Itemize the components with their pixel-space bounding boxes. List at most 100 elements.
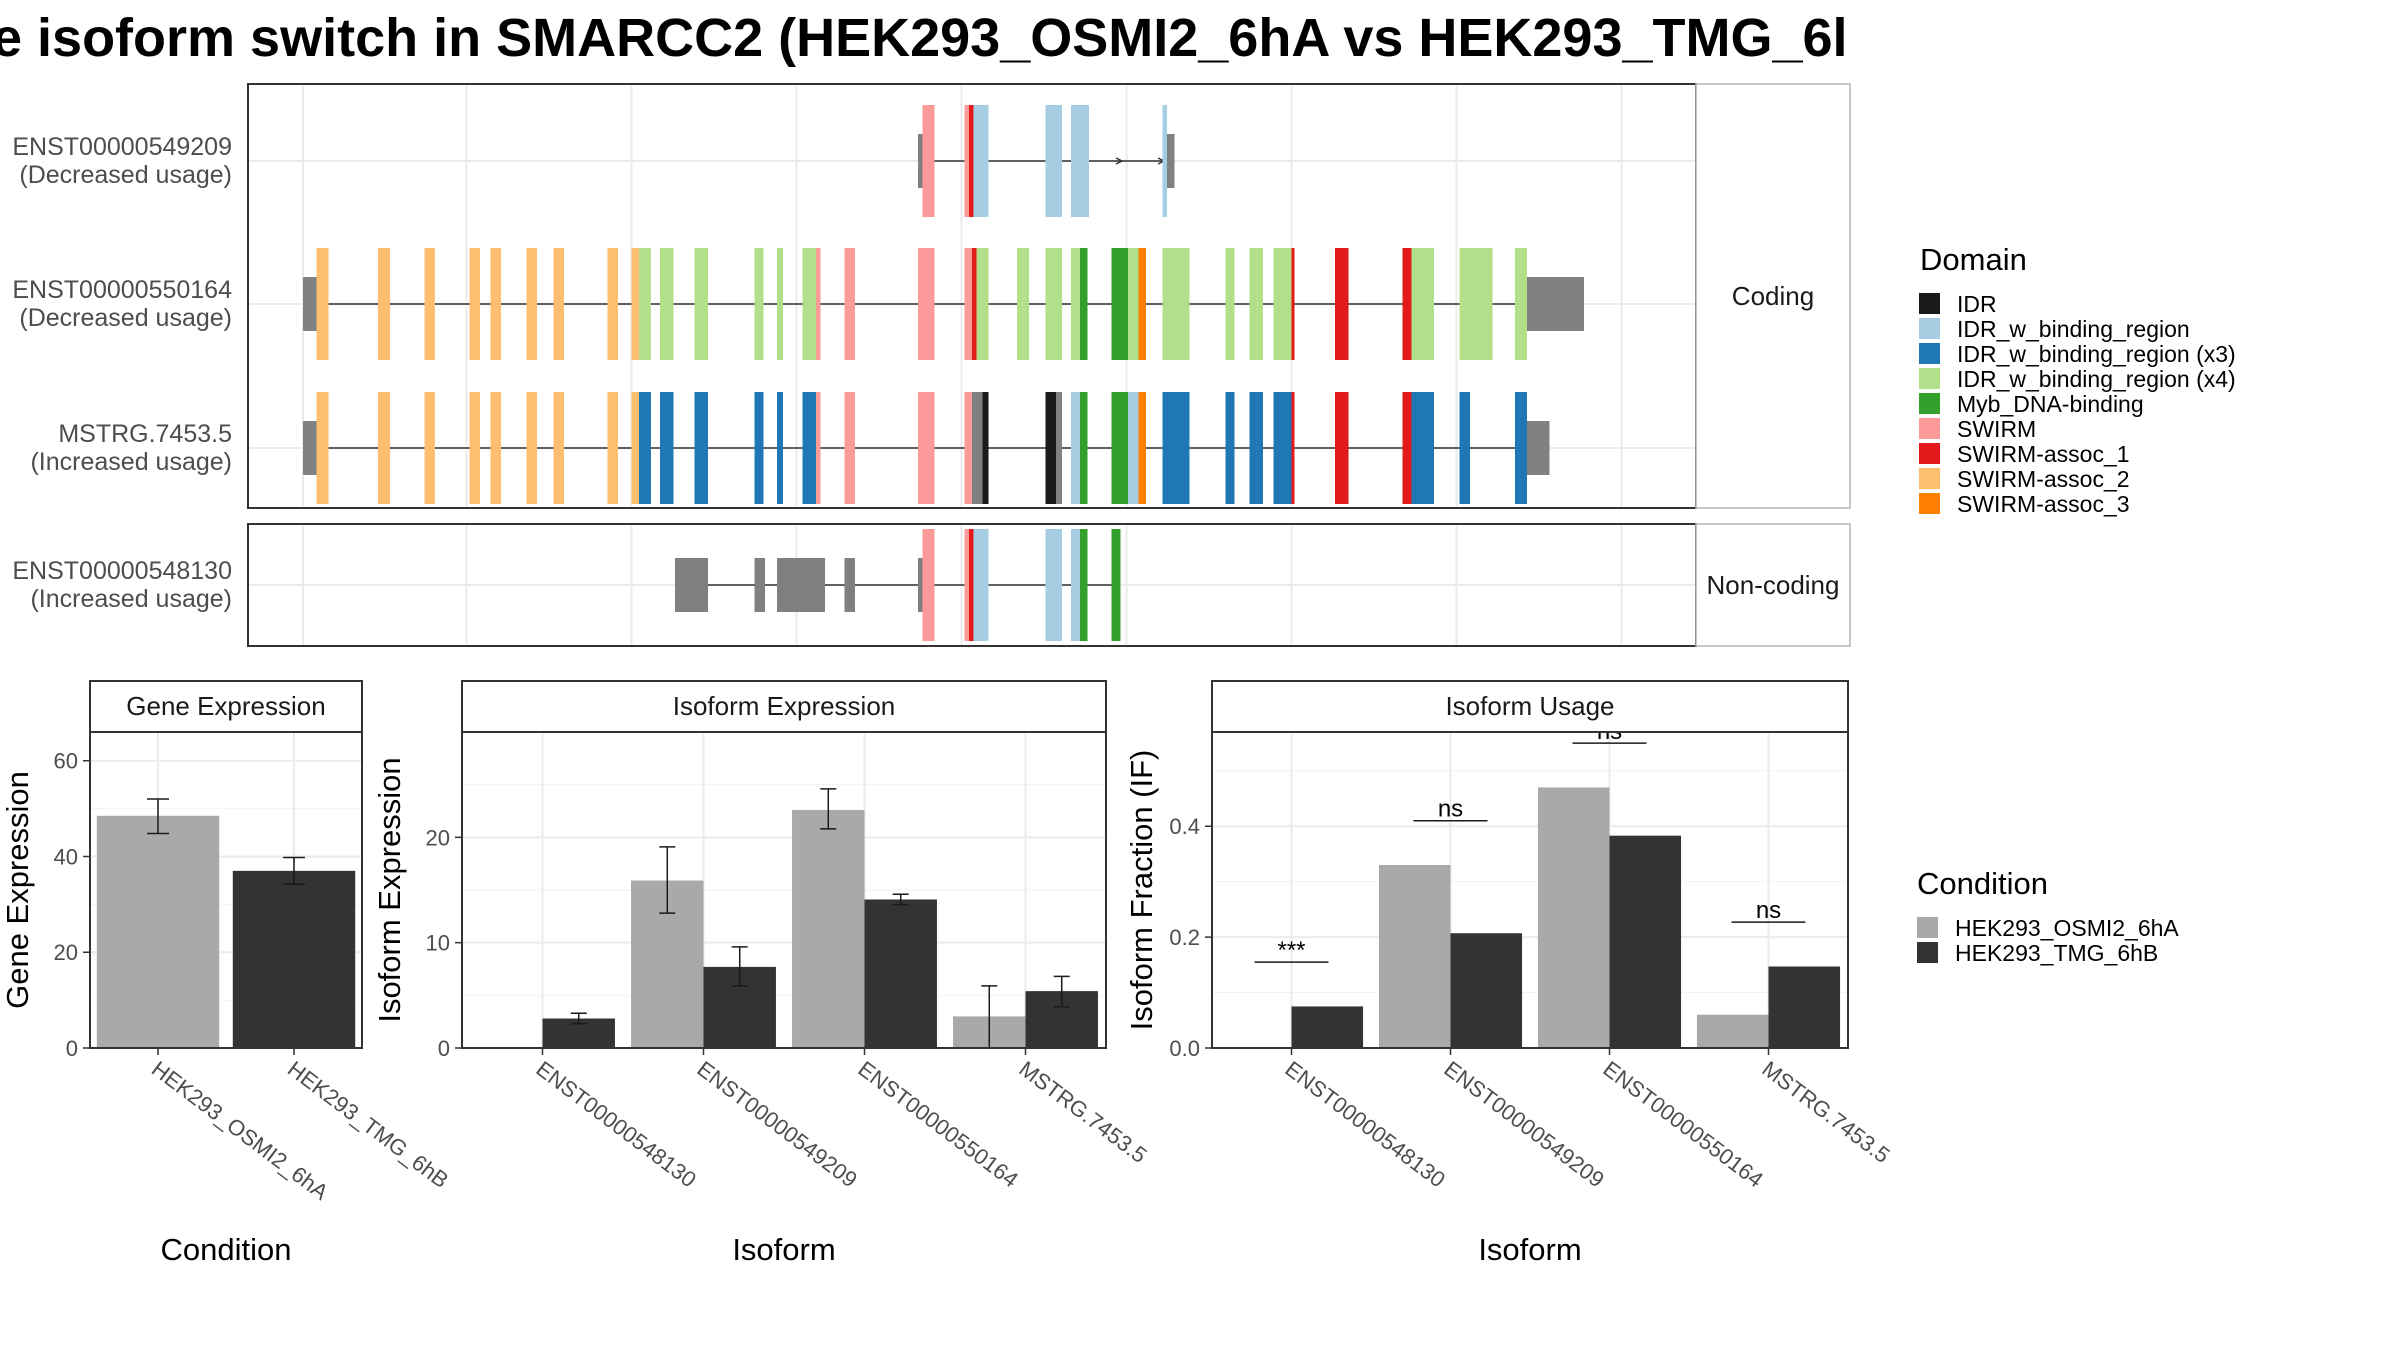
transcript-structure-panel: ENST00000549209(Decreased usage) ENST0000…	[12, 83, 1851, 647]
exon-swirm-assoc-2	[526, 392, 537, 504]
exon-idr-w-binding-region-x4-	[660, 248, 674, 360]
exon-swirm-assoc-2	[631, 248, 639, 360]
domain-legend-item: SWIRM-assoc_3	[1957, 491, 2130, 517]
domain-legend-item: IDR	[1957, 291, 1997, 317]
exon-idr-w-binding-region-x4-	[1128, 248, 1139, 360]
domain-legend-item: IDR_w_binding_region	[1957, 316, 2190, 342]
transcript-id-label: ENST00000550164	[12, 276, 232, 304]
legend-swatch	[1919, 368, 1940, 389]
transcript-ENST00000550164: ENST00000550164(Decreased usage)	[12, 248, 1584, 360]
exon-swirm-assoc-2	[631, 392, 639, 504]
exon-swirm-assoc-2	[607, 248, 618, 360]
exon-idr-w-binding-region-x4-	[1411, 248, 1434, 360]
exon-swirm-assoc-1	[972, 248, 977, 360]
exon-swirm-assoc-2	[316, 392, 329, 504]
x-axis-title: Condition	[161, 1232, 292, 1267]
significance-label: ns	[1438, 796, 1463, 823]
bar	[1537, 787, 1610, 1048]
y-axis-title: Isoform Fraction (IF)	[1124, 750, 1159, 1031]
exon-none	[1167, 134, 1175, 188]
exon-idr-w-binding-region-x3-	[694, 392, 708, 504]
exon-idr-w-binding-region-x3-	[802, 392, 816, 504]
exon-swirm	[844, 392, 855, 504]
exon-swirm-assoc-1	[1335, 248, 1349, 360]
y-tick-label: 0.0	[1169, 1036, 1200, 1061]
exon-swirm-assoc-3	[1138, 248, 1146, 360]
bar	[1378, 865, 1451, 1048]
strip-box	[1211, 680, 1849, 733]
legend-swatch	[1919, 343, 1940, 364]
exon-idr-w-binding-region-x4-	[1017, 248, 1029, 360]
exon-idr-w-binding-region	[1162, 105, 1167, 217]
plot-background	[1212, 732, 1848, 1048]
exon-swirm-assoc-2	[553, 392, 564, 504]
x-tick-label: ENST00000548130	[531, 1056, 700, 1192]
exon-none	[972, 392, 983, 504]
x-tick-label: MSTRG.7453.5	[1014, 1056, 1151, 1168]
exon-idr-w-binding-region-x4-	[694, 248, 708, 360]
condition-legend-title: Condition	[1917, 866, 2048, 901]
exon-idr-w-binding-region	[973, 105, 989, 217]
exon-swirm-assoc-1	[1402, 392, 1412, 504]
condition-legend-item: HEK293_OSMI2_6hA	[1955, 915, 2179, 941]
exon-swirm-assoc-2	[526, 248, 537, 360]
exon-swirm	[918, 392, 935, 504]
strip-box	[461, 680, 1107, 733]
exon-idr-w-binding-region	[1045, 105, 1062, 217]
exon-myb-dna-binding	[1111, 392, 1128, 504]
exon-myb-dna-binding	[1080, 529, 1088, 641]
exon-none	[1056, 392, 1062, 504]
bar	[1696, 1014, 1769, 1048]
exon-swirm-assoc-1	[1291, 248, 1295, 360]
transcript-id-label: MSTRG.7453.5	[58, 420, 232, 448]
bar	[232, 870, 356, 1048]
condition-legend-item: HEK293_TMG_6hB	[1955, 940, 2158, 966]
exon-swirm-assoc-2	[490, 248, 501, 360]
domain-legend-item: Myb_DNA-binding	[1957, 391, 2144, 417]
exon-none	[754, 558, 765, 612]
exon-swirm-assoc-2	[607, 392, 618, 504]
x-axis-title: Isoform	[732, 1232, 835, 1267]
y-tick-label: 20	[54, 940, 78, 965]
legend-swatch	[1919, 393, 1940, 414]
y-tick-label: 40	[54, 844, 78, 869]
transcript-id-label: ENST00000549209	[12, 133, 232, 161]
domain-legend-item: SWIRM-assoc_1	[1957, 441, 2130, 467]
exon-idr-w-binding-region-x3-	[754, 392, 764, 504]
legend-swatch	[1919, 293, 1940, 314]
exon-swirm-assoc-1	[969, 105, 974, 217]
exon-idr-w-binding-region-x3-	[1459, 392, 1470, 504]
exon-idr-w-binding-region-x4-	[1459, 248, 1493, 360]
exon-none	[844, 558, 855, 612]
transcript-usage-label: (Decreased usage)	[19, 161, 232, 189]
bar	[1291, 1006, 1364, 1048]
y-tick-label: 10	[426, 931, 450, 956]
exon-swirm	[964, 105, 972, 217]
exon-none	[777, 558, 825, 612]
y-tick-label: 0	[66, 1036, 78, 1061]
exon-idr-w-binding-region-x4-	[1162, 248, 1190, 360]
exon-none	[918, 558, 924, 612]
exon-swirm	[918, 248, 935, 360]
significance-label: ***	[1277, 937, 1305, 964]
exon-none	[1527, 421, 1550, 475]
facet-strip	[1695, 523, 1851, 647]
exon-swirm	[816, 392, 821, 504]
bar	[1450, 933, 1523, 1048]
exon-idr-w-binding-region	[1128, 392, 1139, 504]
y-tick-label: 20	[426, 825, 450, 850]
exon-idr-w-binding-region	[1045, 529, 1062, 641]
exon-swirm	[816, 248, 821, 360]
exon-idr-w-binding-region-x4-	[1515, 248, 1527, 360]
exon-idr	[1045, 392, 1056, 504]
exon-swirm-assoc-2	[316, 248, 329, 360]
exon-idr-w-binding-region-x4-	[1273, 248, 1292, 360]
exon-none	[303, 421, 317, 475]
legends: DomainIDRIDR_w_binding_regionIDR_w_bindi…	[1917, 242, 2236, 966]
exon-idr-w-binding-region-x4-	[1249, 248, 1263, 360]
exon-swirm-assoc-2	[424, 248, 435, 360]
legend-swatch	[1919, 318, 1940, 339]
exon-swirm-assoc-3	[1138, 392, 1146, 504]
x-tick-label: ENST00000550164	[853, 1056, 1022, 1192]
